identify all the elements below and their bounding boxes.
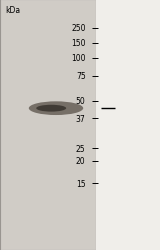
Text: 75: 75 <box>76 72 86 81</box>
Text: 250: 250 <box>71 24 86 33</box>
Text: 50: 50 <box>76 97 86 106</box>
Text: 20: 20 <box>76 157 86 166</box>
Text: 15: 15 <box>76 179 86 188</box>
Text: 37: 37 <box>76 114 86 123</box>
Bar <box>96 0 160 250</box>
Ellipse shape <box>29 102 83 116</box>
Bar <box>0 0 96 250</box>
Ellipse shape <box>36 105 66 112</box>
Text: 150: 150 <box>71 39 86 48</box>
Text: kDa: kDa <box>5 6 20 15</box>
Text: 100: 100 <box>71 54 86 63</box>
Text: 25: 25 <box>76 144 86 153</box>
